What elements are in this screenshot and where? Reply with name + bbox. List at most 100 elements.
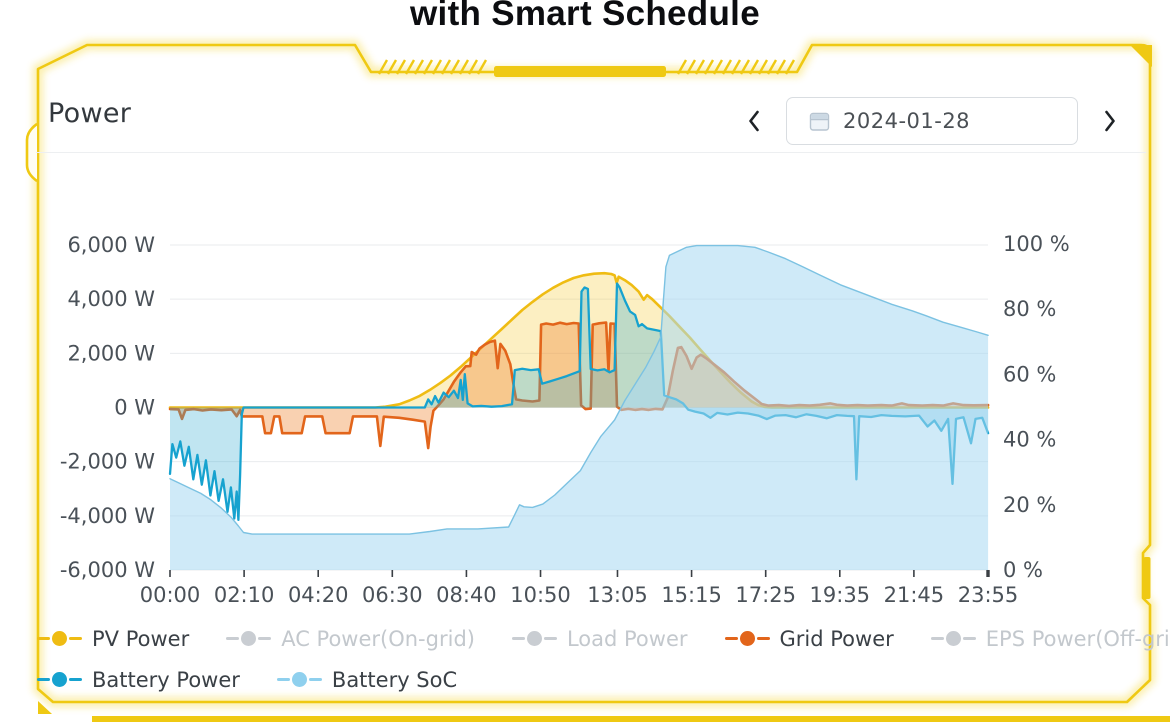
legend-label: EPS Power(Off-grid) bbox=[985, 626, 1170, 651]
legend-label: Load Power bbox=[566, 626, 688, 651]
legend-marker bbox=[526, 631, 542, 646]
frame-hatch-mark bbox=[766, 59, 778, 75]
legend-item-grid-power[interactable]: Grid Power bbox=[724, 626, 894, 651]
legend-marker bbox=[276, 678, 290, 681]
frame-hatch-mark bbox=[730, 59, 742, 75]
frame-hatch-mark bbox=[685, 59, 697, 75]
x-axis-label: 00:00 bbox=[140, 583, 201, 607]
legend-item-pv-power[interactable]: PV Power bbox=[37, 627, 189, 651]
y-axis-label-right: 40 % bbox=[1003, 428, 1056, 452]
date-value: 2024-01-28 bbox=[843, 109, 971, 133]
x-axis-label: 04:20 bbox=[288, 583, 349, 607]
frame-bottom-strip bbox=[92, 716, 1170, 722]
y-axis-label-left: -4,000 W bbox=[60, 504, 155, 528]
frame-hatch-mark bbox=[413, 59, 425, 75]
legend-label: PV Power bbox=[92, 626, 190, 651]
legend-marker bbox=[739, 631, 755, 646]
header-divider bbox=[36, 152, 1146, 153]
frame-hatch-mark bbox=[712, 59, 724, 75]
frame-hatch-right bbox=[676, 59, 796, 75]
legend-marker bbox=[308, 678, 322, 681]
frame-corner-triangle bbox=[1130, 45, 1152, 67]
legend-marker bbox=[756, 637, 770, 640]
series-soc-area bbox=[170, 245, 989, 570]
frame-hatch-mark bbox=[739, 59, 751, 75]
y-axis-label-left: 0 W bbox=[114, 396, 155, 420]
frame-hatch-mark bbox=[395, 59, 407, 75]
legend-label: Grid Power bbox=[779, 626, 894, 651]
x-axis-label: 13:05 bbox=[587, 583, 648, 607]
y-axis-label-left: 2,000 W bbox=[67, 341, 155, 365]
legend-marker bbox=[543, 637, 557, 640]
x-axis-label: 15:15 bbox=[661, 583, 722, 607]
frame-hatch-mark bbox=[703, 59, 715, 75]
legend-marker bbox=[69, 678, 82, 681]
frame-hatch-mark bbox=[431, 59, 443, 75]
x-axis-label: 23:55 bbox=[958, 583, 1019, 607]
x-axis-label: 17:25 bbox=[735, 583, 796, 607]
frame-hatch-mark bbox=[440, 59, 452, 75]
frame-hatch-mark bbox=[757, 59, 769, 75]
frame-hatch-mark bbox=[404, 59, 416, 75]
frame-hatch-mark bbox=[775, 59, 787, 75]
legend-row: Battery Power Battery SoC bbox=[37, 659, 1170, 700]
legend-label: Battery Power bbox=[92, 667, 240, 692]
frame-hatch-mark bbox=[377, 59, 389, 75]
legend-marker bbox=[511, 637, 525, 640]
frame-hatch-mark bbox=[467, 59, 479, 75]
legend-item-battery-power[interactable]: Battery Power bbox=[37, 668, 240, 692]
x-axis-label: 10:50 bbox=[510, 583, 571, 607]
prev-date-button[interactable] bbox=[738, 97, 770, 145]
y-axis-label-right: 60 % bbox=[1003, 362, 1056, 386]
legend-item-battery-soc[interactable]: Battery SoC bbox=[276, 667, 458, 692]
x-axis-label: 06:30 bbox=[362, 583, 423, 607]
y-axis-label-right: 0 % bbox=[1003, 558, 1043, 582]
legend-marker bbox=[962, 637, 976, 640]
legend-row: PV Power AC Power(On-grid) Load Power Grid … bbox=[37, 618, 1170, 659]
frame-hatch-mark bbox=[458, 59, 470, 75]
y-axis-label-right: 100 % bbox=[1003, 232, 1070, 256]
y-axis-label-right: 80 % bbox=[1003, 297, 1056, 321]
date-picker[interactable]: 2024-01-28 bbox=[786, 97, 1078, 145]
legend-marker bbox=[52, 631, 67, 646]
frame-hatch-mark bbox=[694, 59, 706, 75]
x-axis-label: 02:10 bbox=[214, 583, 275, 607]
frame-left-tab bbox=[25, 122, 38, 183]
legend-marker bbox=[69, 637, 82, 640]
legend-marker bbox=[226, 637, 240, 640]
x-axis-label: 21:45 bbox=[884, 583, 945, 607]
series-battery-area bbox=[170, 283, 989, 520]
legend-marker bbox=[724, 637, 738, 640]
frame-hatch-mark bbox=[721, 59, 733, 75]
series-grid-area bbox=[170, 322, 989, 449]
frame-hatch-mark bbox=[386, 59, 398, 75]
legend-item-ac-power-on-grid[interactable]: AC Power(On-grid) bbox=[226, 627, 475, 651]
frame-hatch-mark bbox=[422, 59, 434, 75]
legend-marker bbox=[258, 637, 272, 640]
legend-marker bbox=[945, 631, 961, 646]
chart-legend: PV Power AC Power(On-grid) Load Power Grid … bbox=[37, 618, 1170, 700]
y-axis-label-left: 4,000 W bbox=[67, 287, 155, 311]
frame-hatch-left bbox=[377, 59, 488, 75]
legend-label: AC Power(On-grid) bbox=[281, 626, 475, 651]
frame-hatch-mark bbox=[676, 59, 688, 75]
y-axis-label-left: -2,000 W bbox=[60, 450, 155, 474]
legend-item-eps-power-off-grid[interactable]: EPS Power(Off-grid) bbox=[930, 626, 1170, 651]
calendar-icon bbox=[809, 112, 830, 131]
legend-marker bbox=[291, 672, 307, 687]
date-navigation: 2024-01-28 bbox=[738, 97, 1126, 145]
legend-label: Battery SoC bbox=[331, 667, 458, 692]
x-axis-label: 08:40 bbox=[436, 583, 497, 607]
legend-marker bbox=[930, 637, 944, 640]
legend-marker bbox=[37, 637, 50, 640]
next-date-button[interactable] bbox=[1094, 97, 1126, 145]
frame-top-bar bbox=[494, 66, 666, 77]
legend-item-load-power[interactable]: Load Power bbox=[511, 626, 688, 651]
y-axis-label-left: -6,000 W bbox=[60, 558, 155, 582]
chevron-right-icon bbox=[1105, 110, 1115, 132]
frame-right-notch bbox=[1143, 557, 1151, 599]
y-axis-label-right: 20 % bbox=[1003, 493, 1056, 517]
